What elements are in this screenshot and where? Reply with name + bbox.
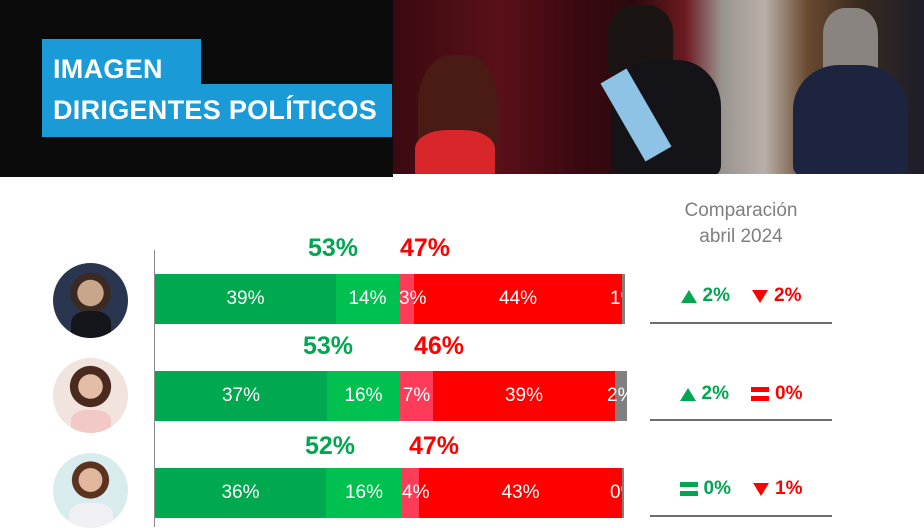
- comparison-positive-value: 2%: [701, 383, 729, 404]
- stacked-bar-2: 37% 16% 7% 39%: [155, 371, 627, 421]
- comparison-positive-value: 2%: [702, 285, 730, 306]
- avatar-suit: [71, 311, 111, 338]
- photo-figure-right-body: [793, 65, 908, 177]
- segment-unknown: [622, 274, 625, 324]
- avatar-leader-1: [53, 263, 128, 338]
- avatar-jacket: [69, 503, 113, 528]
- comparison-divider-3: [650, 515, 832, 517]
- comparison-negative-value: 2%: [774, 285, 802, 306]
- title-box-bottom: [42, 84, 392, 137]
- avatar-leader-2: [53, 358, 128, 433]
- avatar-leader-3: [53, 453, 128, 528]
- comparison-positive-3: 0%: [679, 478, 731, 500]
- comparison-negative-2: 0%: [751, 383, 802, 405]
- segment-negative: 3%: [399, 274, 426, 324]
- positive-total-1: 53%: [308, 234, 359, 262]
- positive-total-2: 53%: [303, 332, 354, 360]
- segment-positive: 16%: [326, 468, 402, 518]
- segment-very-negative: 44%: [414, 274, 622, 324]
- equals-icon: [679, 482, 698, 496]
- segment-very-positive: 37%: [155, 371, 327, 421]
- stacked-bar-1: 39% 14% 3% 44%: [155, 274, 625, 324]
- comparison-divider-1: [650, 322, 832, 324]
- triangle-up-icon: [680, 289, 697, 303]
- photo-figure-left-dress: [415, 130, 495, 177]
- segment-unknown-label-2: 2%: [607, 385, 627, 406]
- chart-axis-line: [154, 250, 155, 527]
- segment-very-negative: 43%: [419, 468, 622, 518]
- comparison-row-3: 0% 1%: [650, 474, 832, 504]
- title-line-2: DIRIGENTES POLÍTICOS: [53, 95, 378, 125]
- photo-figure-right-head: [823, 8, 878, 73]
- header-banner: IMAGEN DIRIGENTES POLÍTICOS: [0, 0, 924, 177]
- photo-bottom-edge: [393, 174, 924, 177]
- triangle-down-icon: [753, 482, 769, 496]
- comparison-heading-line2: abril 2024: [699, 226, 783, 247]
- triangle-up-icon: [679, 387, 696, 401]
- triangle-down-icon: [752, 289, 768, 303]
- positive-total-3: 52%: [305, 432, 356, 460]
- comparison-positive-value: 0%: [703, 478, 731, 499]
- comparison-negative-value: 1%: [775, 478, 803, 499]
- comparison-divider-2: [650, 419, 832, 421]
- segment-very-positive: 36%: [155, 468, 326, 518]
- segment-negative: 4%: [402, 468, 429, 518]
- title-box-top: [42, 39, 201, 84]
- comparison-negative-value: 0%: [775, 383, 803, 404]
- segment-unknown: [622, 468, 624, 518]
- segment-unknown: [615, 371, 627, 421]
- segment-positive: 14%: [336, 274, 399, 324]
- negative-total-3: 47%: [409, 432, 460, 460]
- negative-total-1: 47%: [400, 234, 451, 262]
- segment-unknown-label-1: 1%: [610, 288, 622, 309]
- comparison-positive-2: 2%: [679, 383, 729, 405]
- equals-icon: [751, 387, 769, 401]
- comparison-row-2: 2% 0%: [650, 379, 832, 409]
- comparison-negative-3: 1%: [753, 478, 802, 500]
- segment-unknown-label-3: 0%: [610, 482, 622, 503]
- comparison-row-1: 2% 2%: [650, 281, 832, 311]
- negative-total-2: 46%: [414, 332, 465, 360]
- segment-positive: 16%: [327, 371, 400, 421]
- title-line-1: IMAGEN: [53, 54, 163, 84]
- segment-very-negative: 39%: [433, 371, 615, 421]
- comparison-heading-line1: Comparación: [684, 200, 798, 221]
- avatar-jacket: [71, 410, 111, 433]
- stacked-bar-3: 36% 16% 4% 43%: [155, 468, 624, 518]
- segment-negative: 7%: [400, 371, 433, 421]
- header-photo: [393, 0, 924, 177]
- comparison-positive-1: 2%: [680, 285, 730, 307]
- segment-very-positive: 39%: [155, 274, 336, 324]
- comparison-heading: Comparación abril 2024: [650, 198, 832, 250]
- comparison-negative-1: 2%: [752, 285, 801, 307]
